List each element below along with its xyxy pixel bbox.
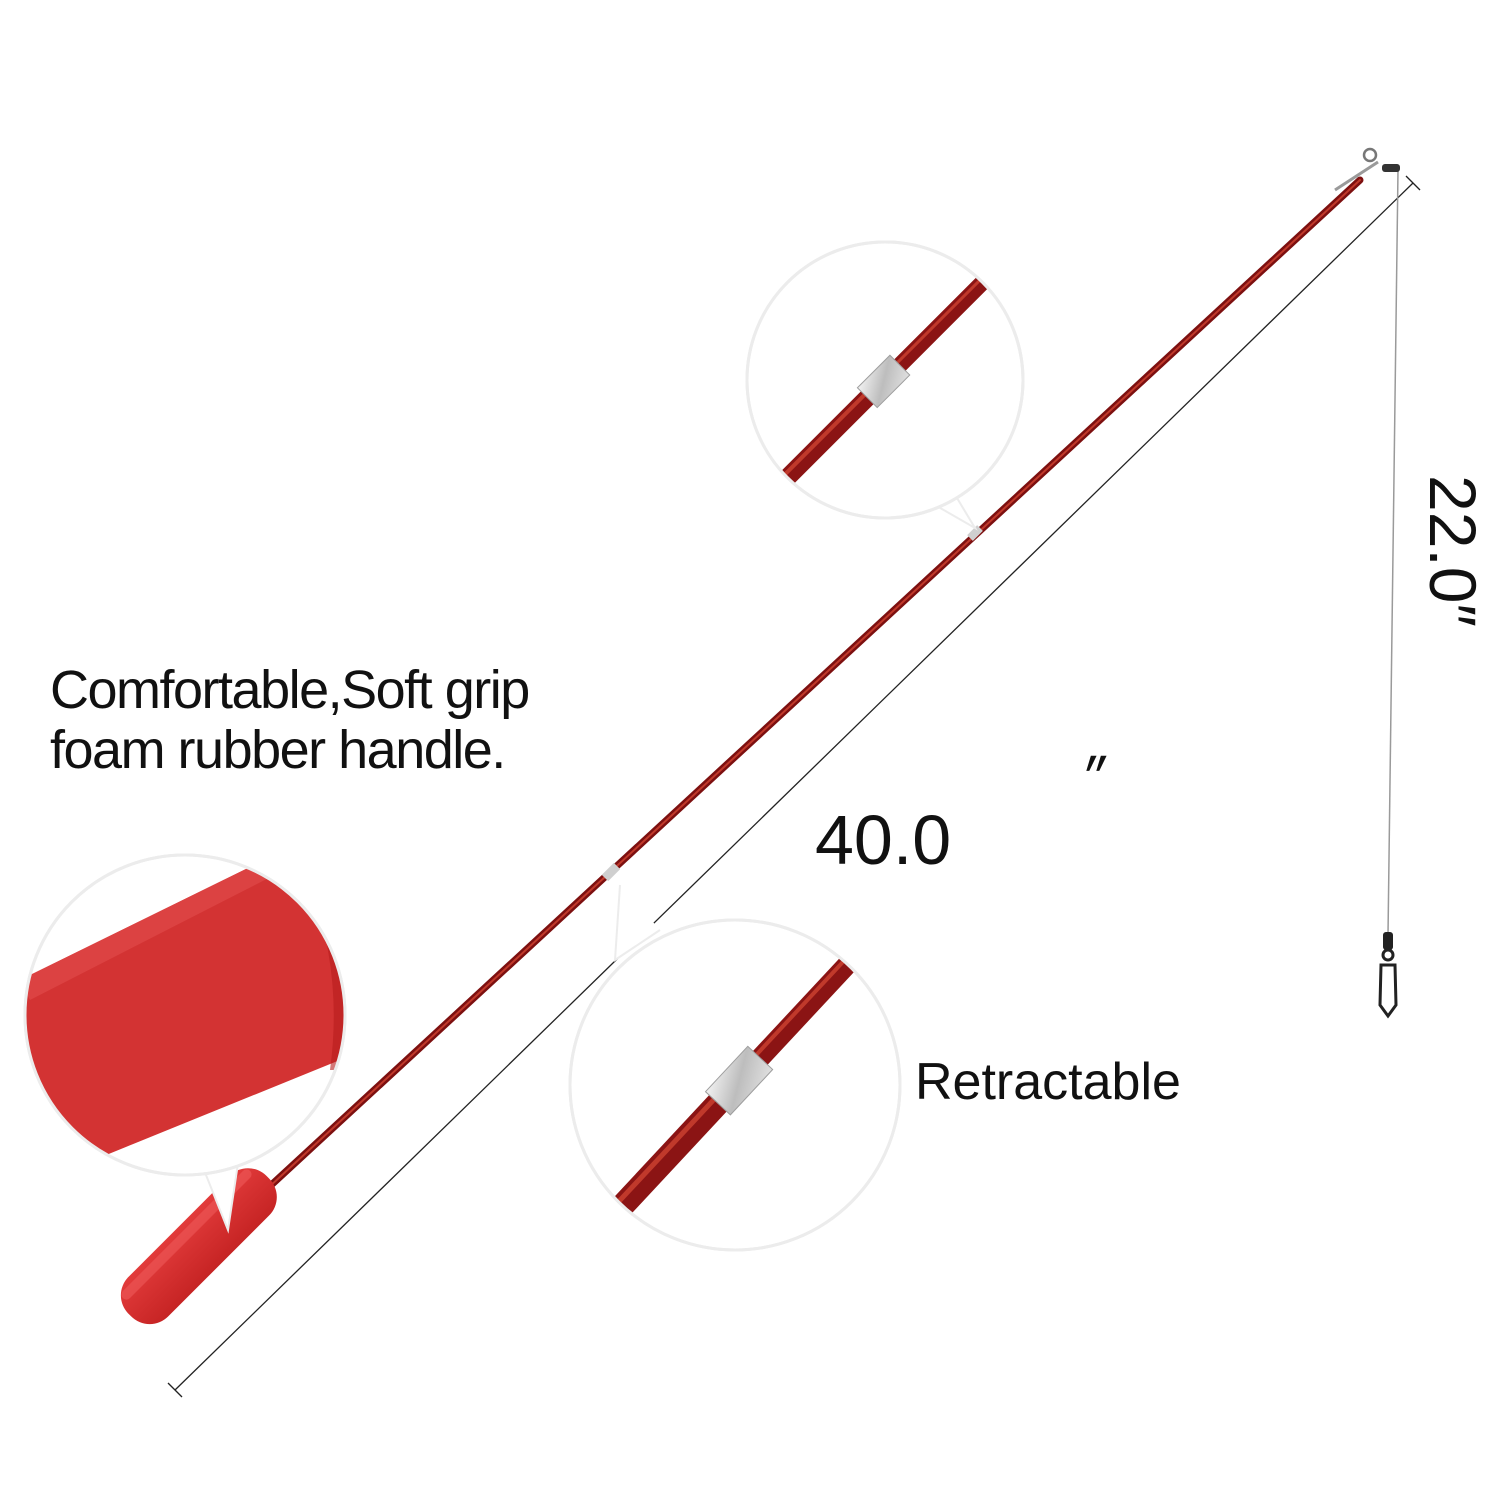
rod-length-dimension	[167, 175, 1421, 1398]
retractable-closeup-bubble	[568, 884, 902, 1252]
fishing-rod-icon	[251, 147, 1400, 1204]
fishing-line	[1387, 169, 1399, 936]
retractable-label: Retractable	[915, 1053, 1181, 1111]
grip-description: Comfortable,Soft grip foam rubber handle…	[50, 660, 530, 780]
grip-description-line1: Comfortable,Soft grip	[50, 660, 530, 720]
rod-length-value: 40.0	[815, 801, 952, 879]
tip-section-closeup-bubble	[745, 240, 1025, 531]
swivel-snap-icon	[1378, 932, 1398, 1019]
grip-closeup-bubble	[23, 853, 347, 1234]
line-length-value: 22.0″	[1416, 475, 1490, 627]
grip-description-line2: foam rubber handle.	[50, 720, 506, 780]
foam-grip-handle	[120, 1168, 277, 1325]
